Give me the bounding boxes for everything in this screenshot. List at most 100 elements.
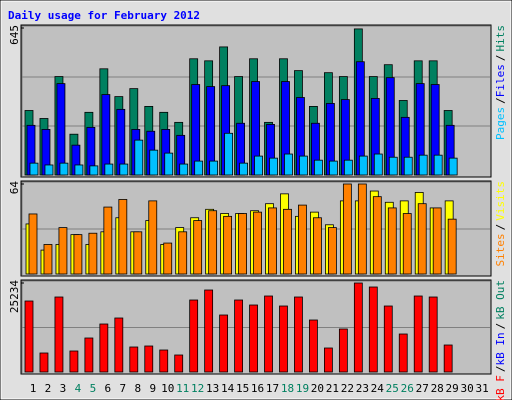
panel-bevel [21,181,490,275]
bar [413,295,423,373]
x-tick-label: 8 [134,382,141,395]
bar [432,207,442,275]
bar [284,153,293,176]
bar [189,299,199,373]
bar [104,163,114,176]
bar [73,234,83,275]
bar [353,282,363,373]
bar [149,149,159,176]
x-tick-label: 26 [401,382,414,395]
x-tick-label: 7 [120,382,127,395]
bar [56,83,66,176]
bar [338,328,348,373]
bar [89,165,99,176]
bar [194,160,204,176]
bar [343,159,353,176]
y-tick-label: 645 [8,25,21,45]
bar [179,163,189,176]
legend-entry: Hits [494,25,507,52]
bar [234,299,243,373]
bar [103,206,113,275]
x-tick-label: 24 [371,382,385,395]
bar [447,218,457,275]
x-tick-label: 21 [326,382,339,395]
bar [253,211,262,275]
bar [133,231,143,275]
bar [398,333,408,373]
bar [428,296,438,373]
bar [309,319,318,373]
bar [269,157,278,176]
bar [119,163,129,176]
bar [299,155,308,176]
bar [323,347,333,373]
bar [264,295,273,373]
x-tick-label: 1 [30,382,37,395]
bar [28,213,38,275]
legend-entry: Sites [494,233,507,266]
bar [159,349,169,373]
x-tick-label: 12 [191,382,204,395]
bar [74,164,84,176]
legend-entry: Files [494,64,507,97]
bar [294,296,303,373]
bar [298,204,307,275]
x-tick-label: 29 [446,382,459,395]
bar [43,244,53,275]
legend-entry: kB In [494,332,507,365]
bar [448,157,458,176]
bar [327,227,337,275]
bar [403,156,413,176]
x-tick-label: 13 [206,382,219,395]
bar [358,155,368,176]
legend-separator: / [494,366,507,373]
panel-bevel [21,280,490,373]
bar [54,296,64,373]
x-tick-label: 5 [90,382,97,395]
bar [383,305,393,373]
x-tick-label: 30 [461,382,474,395]
bar [224,132,234,176]
bar [29,162,39,176]
bar [129,346,139,373]
bar [193,220,203,275]
bar [101,94,111,176]
x-tick-label: 11 [176,382,189,395]
bar [283,208,292,275]
x-tick-label: 28 [431,382,444,395]
bar [249,304,258,373]
x-tick-label: 3 [60,382,67,395]
bar [178,231,188,275]
bar [279,305,288,373]
bar [357,183,367,275]
x-tick-label: 16 [251,382,264,395]
legend-separator: / [494,323,507,330]
legend: Sites / Visits [494,181,507,267]
bar [314,159,323,176]
bar [402,213,412,275]
bar [164,152,174,176]
bar [443,344,453,373]
x-tick-label: 23 [356,382,369,395]
x-tick-label: 15 [236,382,249,395]
legend: Pages/Files/Hits [494,25,507,140]
legend-entry: Pages [494,107,507,140]
bar [88,232,98,275]
legend: kB F/kB In/kB Out [494,280,507,400]
x-tick-label: 19 [296,382,309,395]
x-tick-label: 31 [475,382,488,395]
x-tick-label: 22 [341,382,354,395]
bar [268,207,277,275]
bar [313,217,322,275]
bar [24,300,34,373]
chart-title: Daily usage for February 2012 [8,9,200,22]
x-tick-label: 27 [416,382,429,395]
bar [388,156,398,176]
y-tick-label: 64 [8,181,21,195]
bar [209,160,219,176]
bar [58,227,68,275]
bar [433,154,443,176]
x-tick-label: 6 [105,382,112,395]
